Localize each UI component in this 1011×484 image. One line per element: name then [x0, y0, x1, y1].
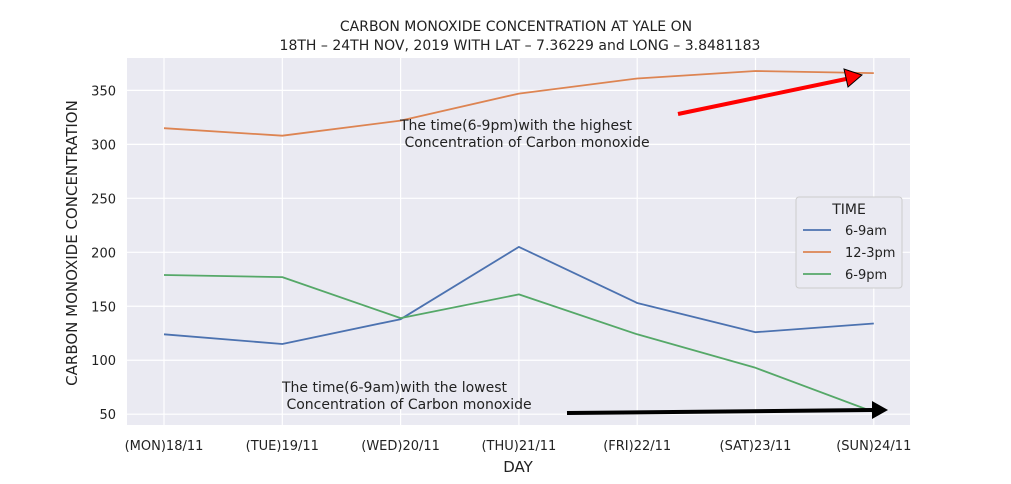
y-tick-label: 100	[91, 354, 116, 369]
annotation-lowest-line-2: Concentration of Carbon monoxide	[282, 397, 532, 413]
legend-label-6-9pm: 6-9pm	[845, 268, 887, 283]
x-tick-label: (THU)21/11	[481, 439, 556, 454]
x-tick-label: (MON)18/11	[125, 439, 204, 454]
annotation-lowest-arrowhead	[872, 401, 888, 419]
legend: TIME 6-9am 12-3pm 6-9pm	[795, 196, 903, 289]
x-tick-label: (TUE)19/11	[246, 439, 319, 454]
annotation-highest-arrow	[677, 77, 847, 116]
y-tick-label: 300	[91, 138, 116, 153]
grid	[127, 58, 910, 425]
axis-ticks: (MON)18/11 (TUE)19/11 (WED)20/11 (THU)21/11…	[91, 84, 911, 454]
series-line-6-9pm	[163, 274, 875, 413]
series-line-6-9am	[163, 245, 874, 345]
x-tick-label: (SAT)23/11	[720, 439, 792, 454]
y-tick-label: 150	[91, 300, 116, 315]
annotation-highest-arrowhead	[843, 68, 863, 88]
y-tick-label: 350	[91, 84, 116, 99]
y-tick-label: 50	[99, 408, 116, 423]
legend-box	[795, 196, 903, 289]
chart-title-line-1: CARBON MONOXIDE CONCENTRATION AT YALE ON	[340, 19, 692, 35]
annotation-lowest-line-1: The time(6-9am)with the lowest	[281, 380, 508, 396]
annotation-highest-line-1: The time(6-9pm)with the highest	[399, 118, 632, 134]
chart-title-line-2: 18TH – 24TH NOV, 2019 WITH LAT – 7.36229…	[280, 38, 761, 54]
y-tick-label: 200	[91, 246, 116, 261]
x-axis-label: DAY	[503, 458, 533, 476]
legend-label-12-3pm: 12-3pm	[845, 246, 895, 261]
x-tick-label: (SUN)24/11	[836, 439, 911, 454]
x-tick-label: (FRI)22/11	[603, 439, 671, 454]
y-tick-label: 250	[91, 192, 116, 207]
annotation-lowest-arrow	[566, 408, 873, 415]
legend-title: TIME	[831, 202, 866, 218]
series-line-12-3pm	[163, 70, 874, 137]
series-lines	[163, 70, 875, 413]
annotation-highest-line-2: Concentration of Carbon monoxide	[400, 135, 650, 151]
legend-label-6-9am: 6-9am	[845, 224, 887, 239]
y-axis-label: CARBON MONOXIDE CONCENTRATION	[63, 100, 81, 386]
x-tick-label: (WED)20/11	[361, 439, 440, 454]
